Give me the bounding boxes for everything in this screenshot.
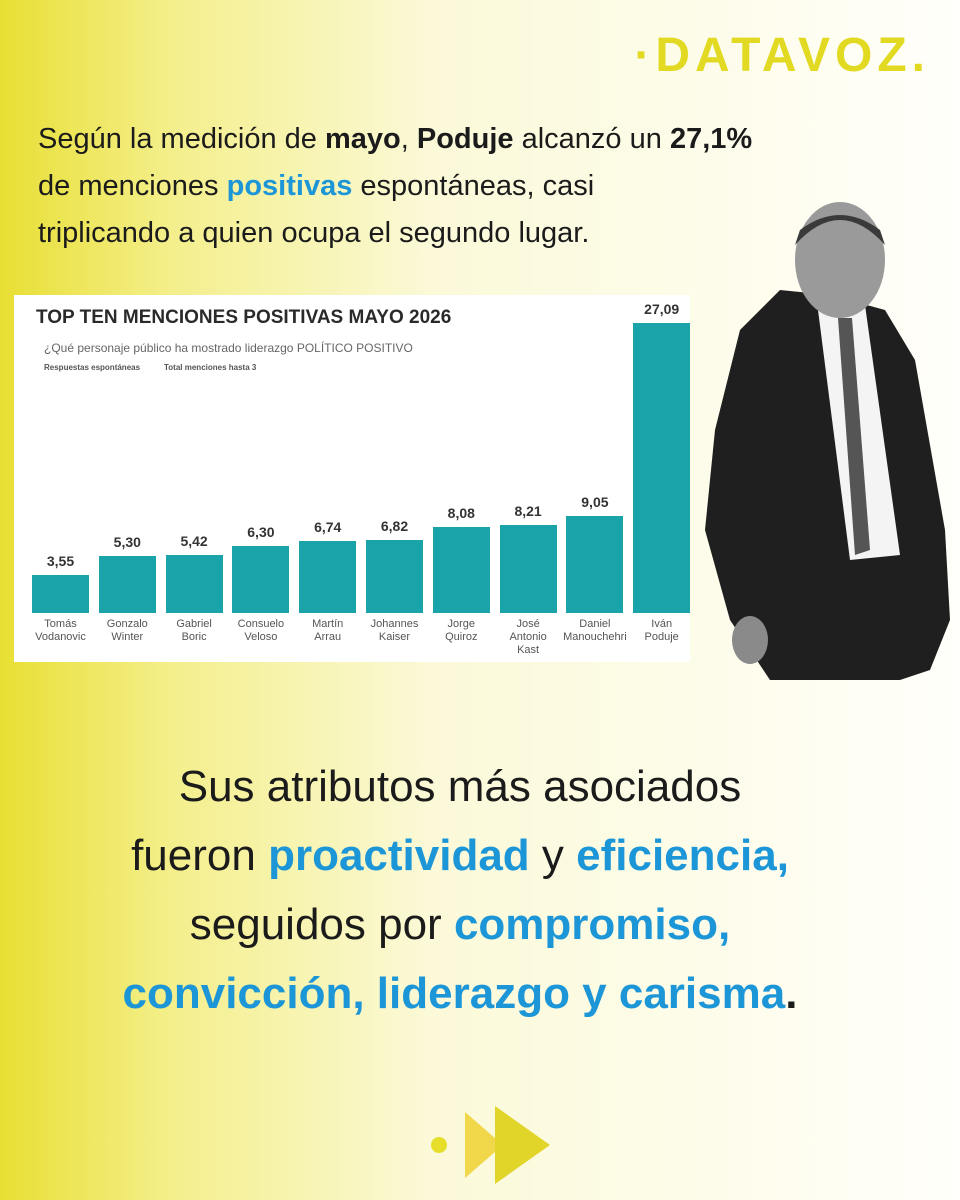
- value-label: 9,05: [581, 494, 609, 511]
- text-line: seguidos por compromiso,: [0, 890, 920, 959]
- bar: [566, 516, 624, 613]
- text-line: convicción, liderazgo y carisma.: [0, 959, 920, 1028]
- text-line: triplicando a quien ocupa el segundo lug…: [38, 210, 752, 257]
- portrait: [705, 202, 950, 680]
- logo: ·DATAVOZ.: [634, 29, 930, 82]
- text-segment: Poduje: [416, 123, 514, 155]
- text-line: Según la medición de mayo, Poduje alcanz…: [38, 116, 752, 163]
- value-label: 5,30: [113, 534, 141, 551]
- chart-note: Respuestas espontáneas: [44, 363, 141, 372]
- bar: [299, 540, 357, 613]
- text-segment: ,: [400, 123, 417, 155]
- text-segment: eficiencia,: [576, 831, 789, 880]
- bar: [499, 525, 557, 613]
- text-segment: compromiso,: [453, 900, 731, 949]
- text-line: de menciones positivas espontáneas, casi: [38, 163, 752, 210]
- text-line: Sus atributos más asociados: [0, 752, 920, 821]
- value-label: 6,82: [380, 517, 409, 534]
- x-tick-label: Daniel Manouchehri: [563, 618, 627, 643]
- x-tick-label: Johannes Kaiser: [370, 618, 419, 643]
- text-segment: positivas: [226, 170, 353, 202]
- chart: TOP TEN MENCIONES POSITIVAS MAYO 2026 ¿Q…: [14, 295, 691, 662]
- brand-icon: [431, 1106, 550, 1184]
- x-tick-label: Gonzalo Winter: [106, 618, 148, 643]
- value-label: 6,30: [247, 523, 275, 540]
- headline: Según la medición de mayo, Poduje alcanz…: [38, 116, 752, 257]
- value-label: 8,21: [514, 503, 542, 520]
- text-segment: de menciones: [38, 170, 227, 202]
- x-tick-label: Gabriel Boric: [176, 618, 212, 643]
- text-segment: proactividad: [268, 831, 530, 880]
- x-tick-label: Iván Poduje: [644, 618, 679, 643]
- x-tick-label: José Antonio Kast: [509, 618, 547, 656]
- value-label: 3,55: [46, 552, 75, 569]
- text-segment: Según la medición de: [38, 123, 325, 155]
- chart-title: TOP TEN MENCIONES POSITIVAS MAYO 2026: [36, 307, 452, 328]
- bar: [232, 545, 290, 613]
- bar: [432, 526, 490, 613]
- text-segment: seguidos por: [189, 900, 454, 949]
- bar: [366, 539, 423, 613]
- x-tick-label: Tomás Vodanovic: [35, 618, 86, 643]
- value-label: 8,08: [447, 504, 475, 521]
- value-label: 5,42: [180, 532, 208, 549]
- chart-note: Total menciones hasta 3: [164, 363, 257, 372]
- x-tick-label: Consuelo Veloso: [237, 618, 285, 643]
- text-segment: y: [529, 831, 577, 880]
- text-segment: alcanzó un: [513, 123, 670, 155]
- x-tick-label: Jorge Quiroz: [445, 618, 478, 643]
- bar: [633, 323, 691, 613]
- x-tick-label: Martín Arrau: [312, 618, 344, 643]
- chart-subtitle: ¿Qué personaje público ha mostrado lider…: [44, 341, 413, 355]
- bar: [98, 556, 156, 613]
- text-segment: fueron: [131, 831, 269, 880]
- text-segment: .: [785, 969, 798, 1018]
- text-segment: convicción, liderazgo y carisma: [122, 969, 786, 1018]
- bar: [165, 554, 223, 613]
- value-label: 27,09: [644, 301, 680, 317]
- bar: [32, 574, 89, 613]
- text-segment: Sus atributos más asociados: [178, 762, 742, 811]
- text-segment: espontáneas, casi: [352, 170, 595, 202]
- closing-text: Sus atributos más asociados fueron proact…: [0, 752, 920, 1028]
- text-segment: triplicando a quien ocupa el segundo lug…: [38, 217, 590, 249]
- text-segment: mayo: [324, 123, 401, 155]
- text-line: fueron proactividad y eficiencia,: [0, 821, 920, 890]
- text-segment: 27,1%: [669, 123, 753, 155]
- value-label: 6,74: [314, 518, 342, 535]
